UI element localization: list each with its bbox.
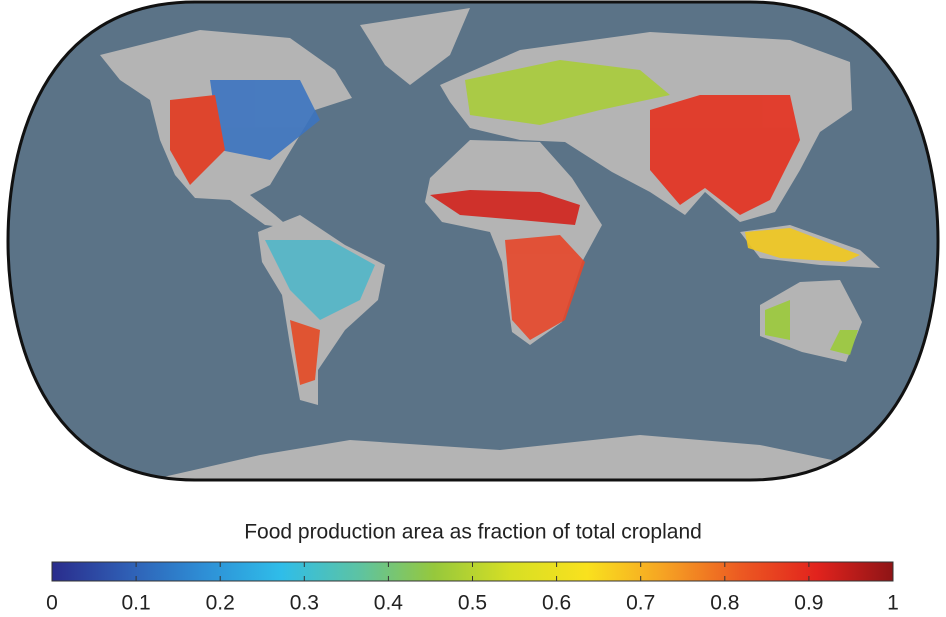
tick-label: 1: [887, 592, 899, 615]
overlay: [650, 95, 800, 215]
tick-label: 0.2: [206, 592, 235, 615]
tick-label: 0.4: [374, 592, 404, 615]
tick-label: 0.5: [458, 592, 487, 615]
tick-label: 0.3: [290, 592, 319, 615]
antarctica: [150, 435, 880, 480]
tick-label: 0.1: [121, 592, 150, 615]
tick-label: 0.6: [542, 592, 571, 615]
overlay: [465, 60, 670, 125]
greenland: [360, 8, 470, 85]
tick-label: 0.9: [794, 592, 823, 615]
cropland-overlay: [170, 60, 860, 385]
overlay: [290, 320, 320, 385]
overlay: [765, 300, 858, 355]
tick-label: 0: [46, 592, 58, 615]
overlay: [505, 235, 585, 340]
map-border: [6, 0, 940, 482]
overlay: [170, 95, 225, 185]
tick-label: 0.8: [710, 592, 739, 615]
world-map: [6, 0, 940, 482]
overlay: [745, 228, 860, 262]
colorbar-title: Food production area as fraction of tota…: [244, 521, 702, 544]
overlay: [265, 240, 375, 320]
overlay: [430, 190, 580, 225]
overlay: [210, 80, 320, 160]
tick-label: 0.7: [626, 592, 655, 615]
